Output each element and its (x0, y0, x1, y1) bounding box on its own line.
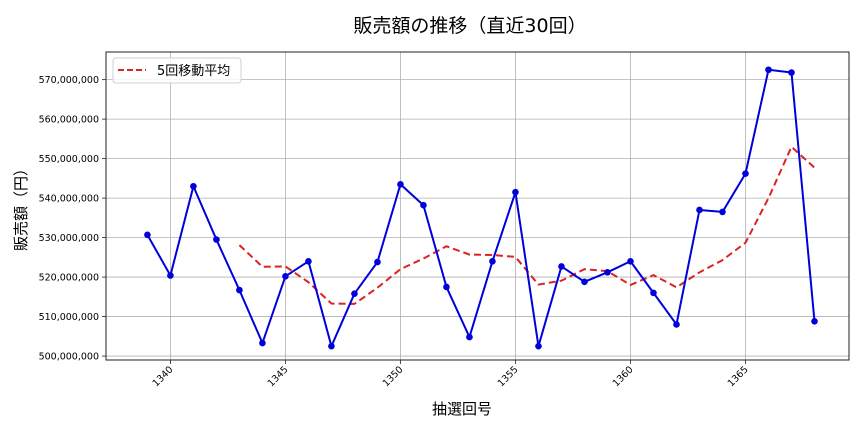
data-point-marker (328, 342, 335, 350)
data-point-marker (282, 272, 289, 280)
x-tick-label: 1360 (611, 364, 636, 389)
data-point-marker (351, 290, 358, 297)
x-tick-label: 1340 (151, 364, 176, 389)
sales-series (144, 66, 818, 350)
y-tick-label: 540,000,000 (39, 194, 99, 205)
y-tick-label: 570,000,000 (39, 75, 99, 86)
data-point-marker (581, 278, 588, 286)
data-point-marker (443, 283, 450, 291)
plot-frame (105, 51, 850, 361)
data-point-marker (627, 257, 634, 265)
y-tick-label: 530,000,000 (39, 233, 99, 244)
data-point-marker (811, 318, 818, 325)
data-point-marker (765, 66, 772, 74)
data-point-marker (374, 258, 381, 266)
data-point-marker (420, 201, 427, 209)
data-point-marker (236, 286, 243, 294)
legend: 5回移動平均 (112, 57, 242, 84)
x-axis-label: 抽選回号 (432, 400, 492, 418)
data-point-marker (719, 208, 726, 216)
x-tick-label: 1350 (381, 364, 406, 389)
y-tick-label: 510,000,000 (39, 312, 99, 323)
data-point-marker (788, 69, 795, 76)
moving-average-series (238, 145, 816, 305)
y-tick-label: 520,000,000 (39, 273, 99, 284)
x-tick-label: 1355 (496, 364, 521, 389)
data-point-marker (696, 206, 703, 214)
moving-average-line (238, 145, 816, 305)
y-axis-ticks: 500,000,000 510,000,000 520,000,000 530,000… (39, 75, 106, 363)
data-point-marker (167, 272, 174, 279)
data-point-marker (558, 263, 565, 270)
legend-box (112, 57, 242, 84)
data-point-marker (397, 180, 404, 188)
data-point-marker (512, 188, 519, 196)
y-tick-label: 500,000,000 (39, 352, 99, 363)
data-point-marker (305, 257, 312, 265)
data-point-marker (144, 231, 151, 239)
data-point-marker (650, 289, 657, 297)
legend-label: 5回移動平均 (157, 64, 230, 79)
data-point-marker (742, 170, 749, 177)
data-point-marker (190, 182, 197, 190)
data-point-marker (673, 321, 680, 328)
data-point-marker (489, 257, 496, 265)
y-axis-label: 販売額（円） (12, 161, 30, 251)
x-axis-ticks: 1340 1345 1350 1355 1360 1365 (151, 360, 751, 389)
data-point-marker (213, 236, 220, 243)
chart-title: 販売額の推移（直近30回） (353, 15, 586, 37)
x-tick-label: 1365 (726, 364, 751, 389)
data-point-marker (535, 342, 542, 350)
data-point-marker (466, 333, 473, 341)
data-point-marker (259, 339, 266, 347)
y-tick-label: 550,000,000 (39, 154, 99, 165)
data-point-marker (604, 269, 611, 276)
sales-line (146, 68, 816, 348)
y-tick-label: 560,000,000 (39, 115, 99, 126)
grid-lines (106, 52, 849, 360)
x-tick-label: 1345 (266, 364, 291, 389)
